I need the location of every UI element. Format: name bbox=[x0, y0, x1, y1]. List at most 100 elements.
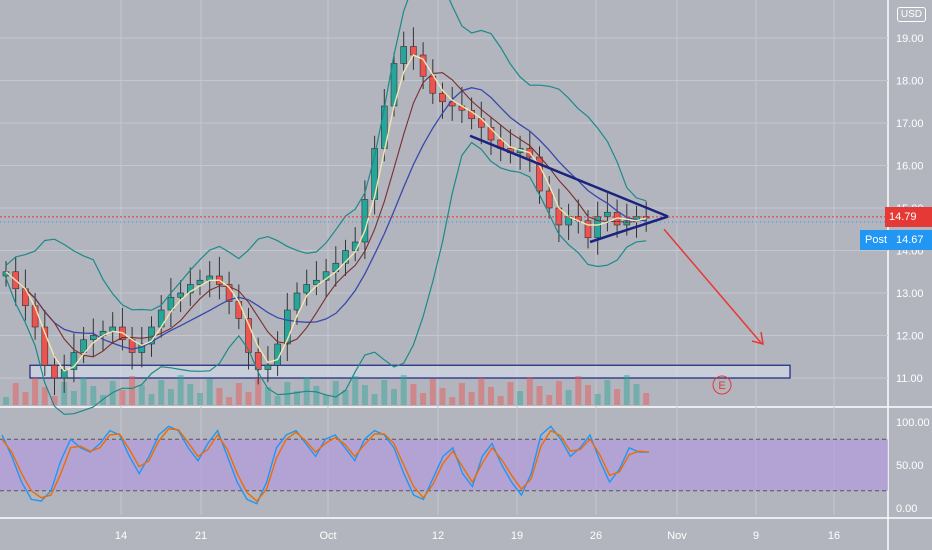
y-tick-label: 19.00 bbox=[896, 33, 924, 45]
x-tick-label: 26 bbox=[590, 530, 602, 542]
support-zone bbox=[29, 364, 791, 379]
volume-bar bbox=[148, 394, 155, 405]
forecast-arrow-head bbox=[751, 331, 764, 346]
volume-bar bbox=[575, 376, 582, 405]
osc-y-tick-label: 0.00 bbox=[896, 503, 917, 515]
candle bbox=[293, 292, 301, 311]
volume-bar bbox=[167, 389, 174, 405]
volume-bar bbox=[90, 386, 97, 405]
volume-bar bbox=[206, 379, 213, 405]
candle bbox=[235, 301, 243, 319]
osc-y-tick-label: 50.00 bbox=[896, 460, 924, 472]
bollinger-upper bbox=[5, 0, 647, 311]
x-tick-label: 19 bbox=[511, 530, 523, 542]
candle bbox=[303, 284, 311, 294]
volume-bar bbox=[488, 387, 494, 405]
candle bbox=[187, 284, 194, 294]
volume-bar bbox=[478, 378, 485, 405]
volume-bar bbox=[497, 396, 504, 405]
volume-bar bbox=[80, 377, 87, 405]
volume-bar bbox=[555, 381, 562, 405]
candle bbox=[60, 369, 68, 379]
stoch-d-line bbox=[1, 428, 649, 503]
volume-bar bbox=[643, 393, 650, 405]
volume-bar bbox=[70, 391, 77, 405]
volume-bar bbox=[245, 392, 252, 405]
volume-bar bbox=[216, 388, 223, 405]
candle bbox=[264, 364, 272, 370]
candle bbox=[225, 284, 233, 302]
currency-badge[interactable]: USD bbox=[896, 7, 926, 22]
forecast-arrow-line bbox=[663, 228, 763, 345]
candle bbox=[439, 92, 446, 103]
volume-bar bbox=[12, 383, 19, 405]
volume-bar bbox=[235, 383, 242, 405]
x-tick-label: 16 bbox=[828, 530, 840, 542]
candle bbox=[371, 148, 378, 200]
volume-bar bbox=[604, 380, 611, 405]
candle bbox=[196, 279, 204, 285]
volume-bar bbox=[313, 386, 320, 405]
post-price-tag: Post 14.67 bbox=[860, 230, 932, 250]
candle bbox=[400, 46, 408, 64]
volume-bar bbox=[517, 391, 524, 405]
candle bbox=[584, 220, 592, 239]
volume-bar bbox=[119, 390, 126, 405]
candle bbox=[545, 190, 553, 209]
volume-bar bbox=[264, 387, 271, 405]
candle bbox=[487, 126, 495, 141]
y-tick-label: 11.00 bbox=[896, 373, 923, 385]
volume-bar bbox=[371, 394, 378, 405]
volume-bar bbox=[32, 378, 39, 405]
volume-bars bbox=[3, 375, 650, 405]
candle bbox=[254, 352, 262, 370]
volume-bar bbox=[633, 384, 640, 405]
volume-bar bbox=[61, 382, 68, 405]
candle bbox=[313, 279, 320, 285]
candle bbox=[80, 339, 87, 353]
stoch-band bbox=[0, 439, 888, 491]
y-tick-label: 18.00 bbox=[896, 76, 924, 88]
x-tick-label: 9 bbox=[753, 530, 759, 542]
volume-bar bbox=[51, 396, 58, 405]
candle bbox=[51, 364, 58, 379]
candle bbox=[429, 75, 437, 94]
candle bbox=[604, 211, 611, 217]
last-price-tag: 14.79 bbox=[885, 206, 932, 227]
volume-bar bbox=[129, 376, 136, 405]
volume-bar bbox=[410, 384, 417, 405]
candle bbox=[419, 54, 427, 77]
candle bbox=[70, 352, 78, 370]
volume-bar bbox=[138, 385, 145, 405]
volume-bar bbox=[565, 390, 572, 405]
candle bbox=[245, 318, 252, 353]
volume-bar bbox=[546, 395, 553, 405]
x-tick-label: Oct bbox=[319, 530, 336, 542]
candle bbox=[90, 335, 97, 341]
volume-bar bbox=[400, 375, 407, 405]
volume-bar bbox=[187, 384, 194, 405]
volume-bar bbox=[623, 375, 630, 405]
volume-bar bbox=[197, 393, 203, 405]
candle bbox=[167, 296, 175, 311]
y-tick-label: 17.00 bbox=[896, 118, 924, 130]
volume-bar bbox=[429, 379, 436, 405]
post-value: 14.67 bbox=[896, 234, 924, 246]
stoch-k-line bbox=[1, 425, 649, 505]
x-tick-label: 21 bbox=[195, 530, 207, 542]
volume-bar bbox=[22, 392, 29, 405]
volume-bar bbox=[274, 396, 281, 405]
volume-bar bbox=[468, 392, 475, 405]
volume-bar bbox=[3, 397, 9, 405]
candles bbox=[2, 27, 650, 395]
candle bbox=[41, 326, 49, 366]
candle bbox=[410, 46, 417, 56]
bollinger-lower bbox=[5, 141, 647, 415]
y-tick-label: 16.00 bbox=[896, 161, 924, 173]
volume-bar bbox=[158, 380, 165, 405]
volume-bar bbox=[41, 387, 48, 405]
volume-bar bbox=[381, 380, 388, 405]
volume-bar bbox=[226, 397, 233, 405]
